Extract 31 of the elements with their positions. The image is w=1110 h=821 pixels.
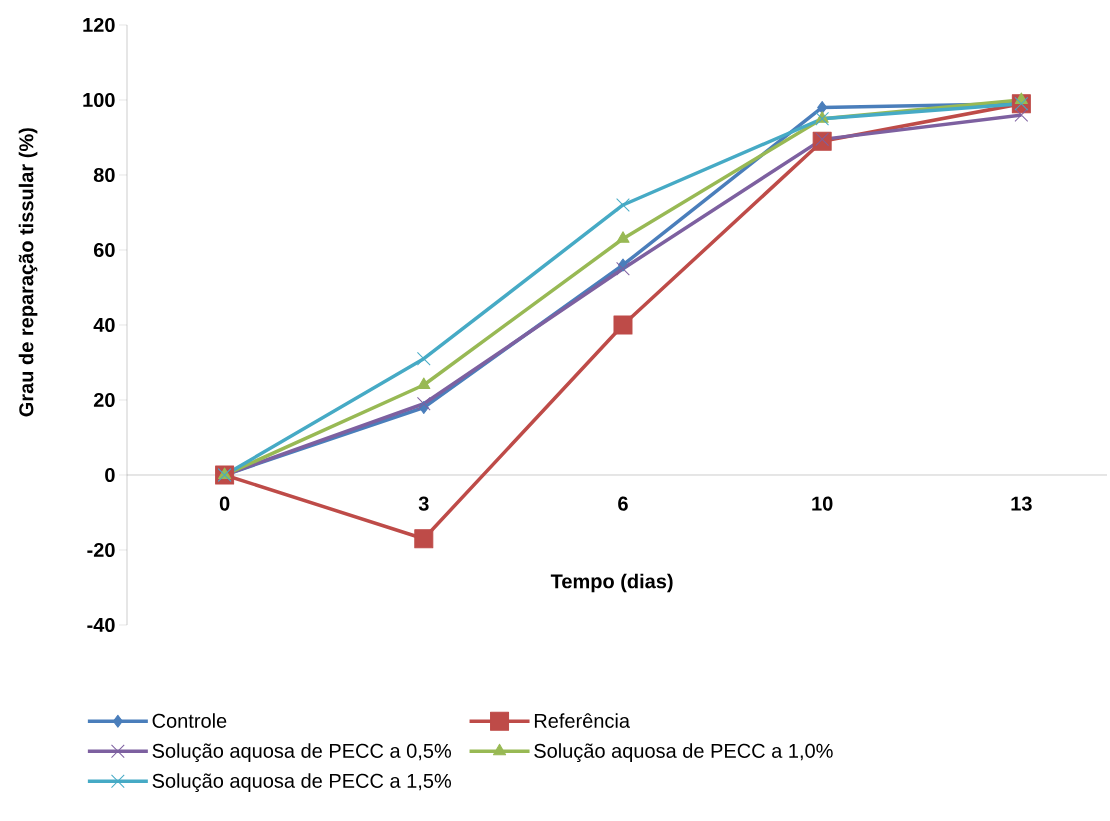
y-tick-label: 60 [93,242,115,258]
legend-label: Solução aquosa de PECC a 1,5% [152,773,452,792]
point [1014,108,1029,122]
y-axis-title: Grau de reparação tissular (%) [18,128,38,417]
x-axis-title: Tempo (dias) [550,573,673,593]
point [613,315,633,335]
legend-label: Solução aquosa de PECC a 1,0% [534,743,833,762]
x-tick-label: 10 [812,496,833,511]
point [416,396,431,411]
point [616,198,630,212]
y-tick-label: 100 [83,92,115,108]
point [414,529,434,549]
y-tick-label: 20 [93,392,115,408]
x-tick-label: 6 [618,496,628,511]
x-tick-label: 13 [1011,496,1032,511]
legend-label: Referência [534,713,630,728]
y-tick-label: 0 [105,467,115,483]
point [616,231,630,243]
legend-label: Solução aquosa de PECC a 0,5% [152,743,452,762]
y-tick-label: 40 [93,317,115,333]
x-tick-label: 3 [418,496,429,511]
point [817,100,828,114]
y-tick-label: 80 [93,167,115,183]
point [616,261,630,276]
y-tick-label: -40 [87,617,115,633]
y-tick-label: -20 [87,542,115,558]
point [417,377,431,389]
point [416,351,431,366]
legend-label: Controle [152,713,227,728]
y-tick-label: 120 [83,17,115,33]
x-tick-label: 0 [219,496,230,511]
